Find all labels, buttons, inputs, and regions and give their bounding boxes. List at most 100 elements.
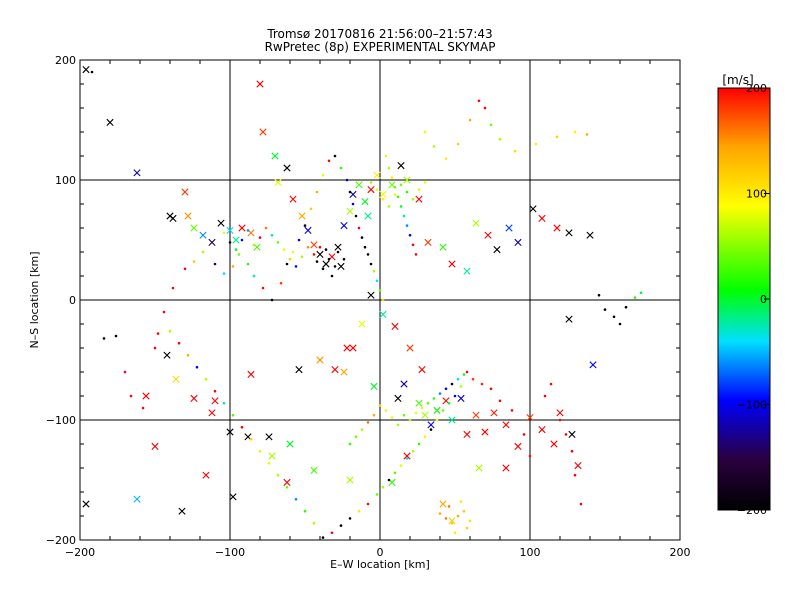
x-marker-stroke: [457, 394, 465, 402]
dot-marker: [432, 397, 436, 400]
dot-marker: [222, 401, 226, 405]
dot-marker: [423, 130, 427, 134]
x-marker-stroke: [169, 214, 177, 222]
colorbar-tick-label: 200: [746, 82, 767, 95]
x-marker-stroke: [349, 190, 357, 198]
x-marker-stroke: [244, 433, 252, 441]
x-marker-stroke: [481, 428, 489, 436]
x-marker-stroke: [370, 382, 378, 390]
x-marker: [208, 238, 216, 246]
dot-marker: [366, 421, 370, 424]
dot-marker: [450, 521, 454, 525]
x-marker: [448, 517, 456, 525]
dot-marker: [465, 370, 469, 374]
x-marker: [433, 406, 441, 414]
dot-marker: [345, 178, 349, 182]
x-marker-stroke: [271, 152, 279, 160]
dot-marker: [618, 322, 622, 326]
y-tick-label: 100: [55, 174, 76, 187]
y-axis-label: N–S location [km]: [28, 251, 41, 348]
x-marker-stroke: [514, 238, 522, 246]
dot-marker: [249, 437, 253, 441]
x-marker-stroke: [106, 118, 114, 126]
dot-marker: [315, 190, 319, 194]
x-marker: [169, 214, 177, 222]
x-marker-stroke: [484, 231, 492, 239]
x-marker: [514, 238, 522, 246]
x-marker-stroke: [238, 224, 246, 232]
dot-marker: [252, 243, 256, 247]
dot-marker: [543, 394, 547, 398]
dot-marker: [435, 418, 439, 422]
x-marker: [415, 399, 423, 407]
dot-marker: [489, 123, 493, 127]
x-marker-stroke: [493, 246, 501, 254]
dot-marker: [339, 166, 343, 170]
x-marker: [502, 421, 510, 429]
dot-marker: [276, 473, 280, 477]
x-marker-stroke: [550, 440, 558, 448]
x-marker: [142, 392, 150, 400]
x-marker-stroke: [142, 392, 150, 400]
dot-marker: [489, 387, 493, 391]
y-tick-label: −100: [46, 414, 76, 427]
x-marker: [397, 162, 405, 170]
dot-marker: [315, 260, 319, 263]
dot-marker: [411, 243, 415, 247]
x-marker-stroke: [439, 243, 447, 251]
dot-marker: [468, 519, 472, 523]
x-marker: [502, 464, 510, 472]
dot-marker: [378, 404, 382, 407]
x-marker-stroke: [310, 466, 318, 474]
x-marker-stroke: [490, 409, 498, 417]
dot-marker: [387, 478, 391, 482]
dot-marker: [228, 241, 232, 244]
x-marker: [421, 411, 429, 419]
dot-marker: [411, 197, 415, 201]
x-marker: [568, 430, 576, 438]
dot-marker: [375, 188, 379, 191]
x-marker-stroke: [553, 224, 561, 232]
dot-marker: [321, 267, 325, 271]
dot-marker: [441, 409, 445, 412]
x-marker: [316, 250, 324, 258]
x-marker: [190, 394, 198, 402]
x-marker-stroke: [340, 368, 348, 376]
x-marker: [574, 462, 582, 470]
x-marker: [355, 181, 363, 189]
dot-marker: [264, 226, 268, 230]
x-marker-stroke: [337, 262, 345, 270]
x-marker: [133, 495, 141, 503]
dot-marker: [231, 265, 235, 268]
dot-marker: [279, 281, 283, 285]
x-marker: [448, 416, 456, 424]
dot-marker: [303, 224, 307, 227]
x-marker: [238, 224, 246, 232]
x-marker-stroke: [232, 236, 240, 244]
dot-marker: [471, 377, 475, 381]
dot-marker: [318, 245, 322, 249]
dot-marker: [555, 135, 559, 139]
x-marker: [298, 212, 306, 220]
x-marker: [556, 409, 564, 417]
axes: −200 −100 0 100 200 −200 −100 0 100 200: [46, 54, 691, 559]
dot-marker: [444, 517, 448, 520]
dot-marker: [351, 202, 355, 206]
dot-marker: [465, 526, 469, 530]
x-marker: [379, 190, 387, 198]
dot-marker: [348, 190, 352, 194]
dot-marker: [423, 181, 427, 184]
x-marker: [340, 368, 348, 376]
x-marker-stroke: [202, 471, 210, 479]
dot-marker: [624, 305, 628, 309]
dot-marker: [549, 382, 553, 386]
dot-marker: [510, 409, 514, 412]
x-marker: [370, 382, 378, 390]
x-marker-stroke: [388, 478, 396, 486]
dot-marker: [222, 272, 226, 275]
colorbar: [717, 87, 771, 511]
x-marker-stroke: [448, 517, 456, 525]
dot-marker: [306, 245, 310, 249]
x-marker: [472, 219, 480, 227]
x-marker: [271, 152, 279, 160]
